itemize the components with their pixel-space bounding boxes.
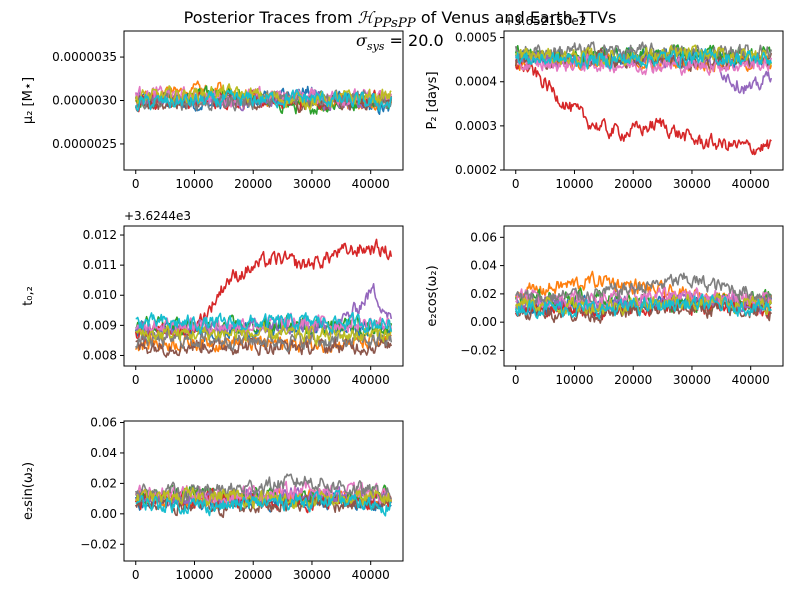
x-tick-label: 40000 [352, 568, 390, 582]
x-tick-label: 30000 [293, 373, 331, 387]
sigma-annotation: σsys = 20.0 [356, 31, 444, 53]
x-tick-label: 10000 [555, 177, 593, 191]
subplot-2: 0 10000 20000 30000 40000 0.0002 0.0003 0.0004 0… [425, 14, 784, 191]
figure-title: Posterior Traces from ℋPPsPP of Venus an… [0, 8, 800, 31]
trace-group [514, 41, 773, 156]
trace-line-10 [135, 311, 393, 334]
x-tick-label: 0 [512, 373, 520, 387]
y-tick-label: 0.011 [83, 258, 117, 272]
y-axis-label: e₂cos(ω₂) [425, 265, 440, 326]
trace-line-8 [514, 41, 773, 62]
x-tick-label: 0 [132, 373, 140, 387]
y-tick-label: 0.00 [470, 315, 497, 329]
trace-group [134, 80, 393, 115]
y-axis-label: P₂ [days] [425, 71, 440, 129]
y-tick-label: 0.012 [83, 228, 117, 242]
x-tick-label: 20000 [234, 568, 272, 582]
x-tick-label: 30000 [293, 568, 331, 582]
y-tick-label: 0.0000025 [52, 137, 117, 151]
trace-line-8 [134, 473, 392, 504]
trace-line-10 [515, 48, 773, 70]
y-tick-label: 0.010 [83, 288, 117, 302]
x-tick-label: 30000 [673, 373, 711, 387]
y-tick-label: 0.0002 [455, 163, 497, 177]
x-tick-label: 20000 [614, 177, 652, 191]
x-tick-label: 40000 [352, 177, 390, 191]
x-tick-label: 0 [132, 177, 140, 191]
subplot-5: 0 10000 20000 30000 40000 −0.02 0.00 0.02 0.04 0.… [21, 416, 404, 582]
x-tick-label: 20000 [234, 177, 272, 191]
trace-line-2 [134, 332, 392, 354]
title-prefix: Posterior Traces from [183, 8, 358, 27]
x-tick-label: 10000 [555, 373, 593, 387]
y-tick-label: −0.02 [80, 537, 117, 551]
y-axis-label: μ₂ [M⋆] [21, 77, 36, 124]
trace-line-10 [135, 489, 392, 517]
trace-line-10 [514, 293, 772, 320]
sigma-value: = 20.0 [384, 31, 444, 50]
plot-frame [123, 420, 404, 562]
trace-line-4 [514, 58, 772, 156]
y-axis-label: e₂sin(ω₂) [21, 462, 36, 520]
offset-text: +3.652150e2 [504, 14, 586, 28]
x-tick-label: 40000 [732, 177, 770, 191]
x-tick-label: 40000 [352, 373, 390, 387]
x-tick-label: 10000 [175, 373, 213, 387]
trace-line-7 [135, 480, 393, 506]
trace-line-9 [135, 321, 393, 346]
x-tick-label: 0 [132, 568, 140, 582]
y-tick-label: 0.00 [90, 507, 117, 521]
title-model-sub: PPsPP [373, 16, 416, 32]
trace-group [134, 238, 393, 358]
x-tick-label: 20000 [234, 373, 272, 387]
y-tick-label: 0.02 [90, 476, 117, 490]
subplot-4: 0 10000 20000 30000 40000 −0.02 0.00 0.02 0.04 0.… [425, 225, 784, 387]
y-tick-label: 0.0000035 [52, 50, 117, 64]
subplot-3: 0 10000 20000 30000 40000 0.008 0.009 0.010 0.01… [21, 209, 404, 387]
sigma-subscript: sys [366, 40, 385, 54]
trace-line-7 [514, 53, 773, 76]
x-tick-label: 10000 [175, 177, 213, 191]
y-tick-label: 0.0004 [455, 75, 497, 89]
plot-frame [123, 225, 404, 367]
y-tick-label: 0.0005 [455, 31, 497, 45]
x-tick-label: 10000 [175, 568, 213, 582]
y-tick-label: 0.009 [83, 318, 117, 332]
y-tick-label: 0.06 [90, 416, 117, 430]
plot-frame [503, 30, 784, 171]
trace-line-10 [134, 88, 393, 112]
y-tick-label: 0.06 [470, 230, 497, 244]
x-tick-label: 0 [512, 177, 520, 191]
x-tick-label: 40000 [732, 373, 770, 387]
title-model: ℋ [357, 8, 374, 27]
y-tick-label: 0.008 [83, 348, 117, 362]
y-tick-label: 0.02 [470, 287, 497, 301]
sigma-symbol: σ [356, 31, 367, 50]
y-tick-label: 0.0000030 [52, 94, 117, 108]
x-tick-label: 30000 [293, 177, 331, 191]
y-axis-label: t₀,₂ [21, 286, 36, 306]
y-tick-label: −0.02 [460, 343, 497, 357]
trace-group [514, 270, 773, 324]
y-tick-label: 0.04 [470, 259, 497, 273]
y-tick-label: 0.0003 [455, 119, 497, 133]
offset-text: +3.6244e3 [124, 209, 191, 223]
trace-group [134, 473, 393, 519]
x-tick-label: 20000 [614, 373, 652, 387]
plot-frame [503, 225, 784, 367]
title-suffix: of Venus and Earth TTVs [415, 8, 617, 27]
trace-line-6 [135, 335, 393, 358]
x-tick-label: 30000 [673, 177, 711, 191]
trace-line-8 [514, 272, 773, 307]
y-tick-label: 0.04 [90, 446, 117, 460]
subplot-1: 0 10000 20000 30000 40000 0.0000025 0.0000030 0… [21, 30, 404, 191]
